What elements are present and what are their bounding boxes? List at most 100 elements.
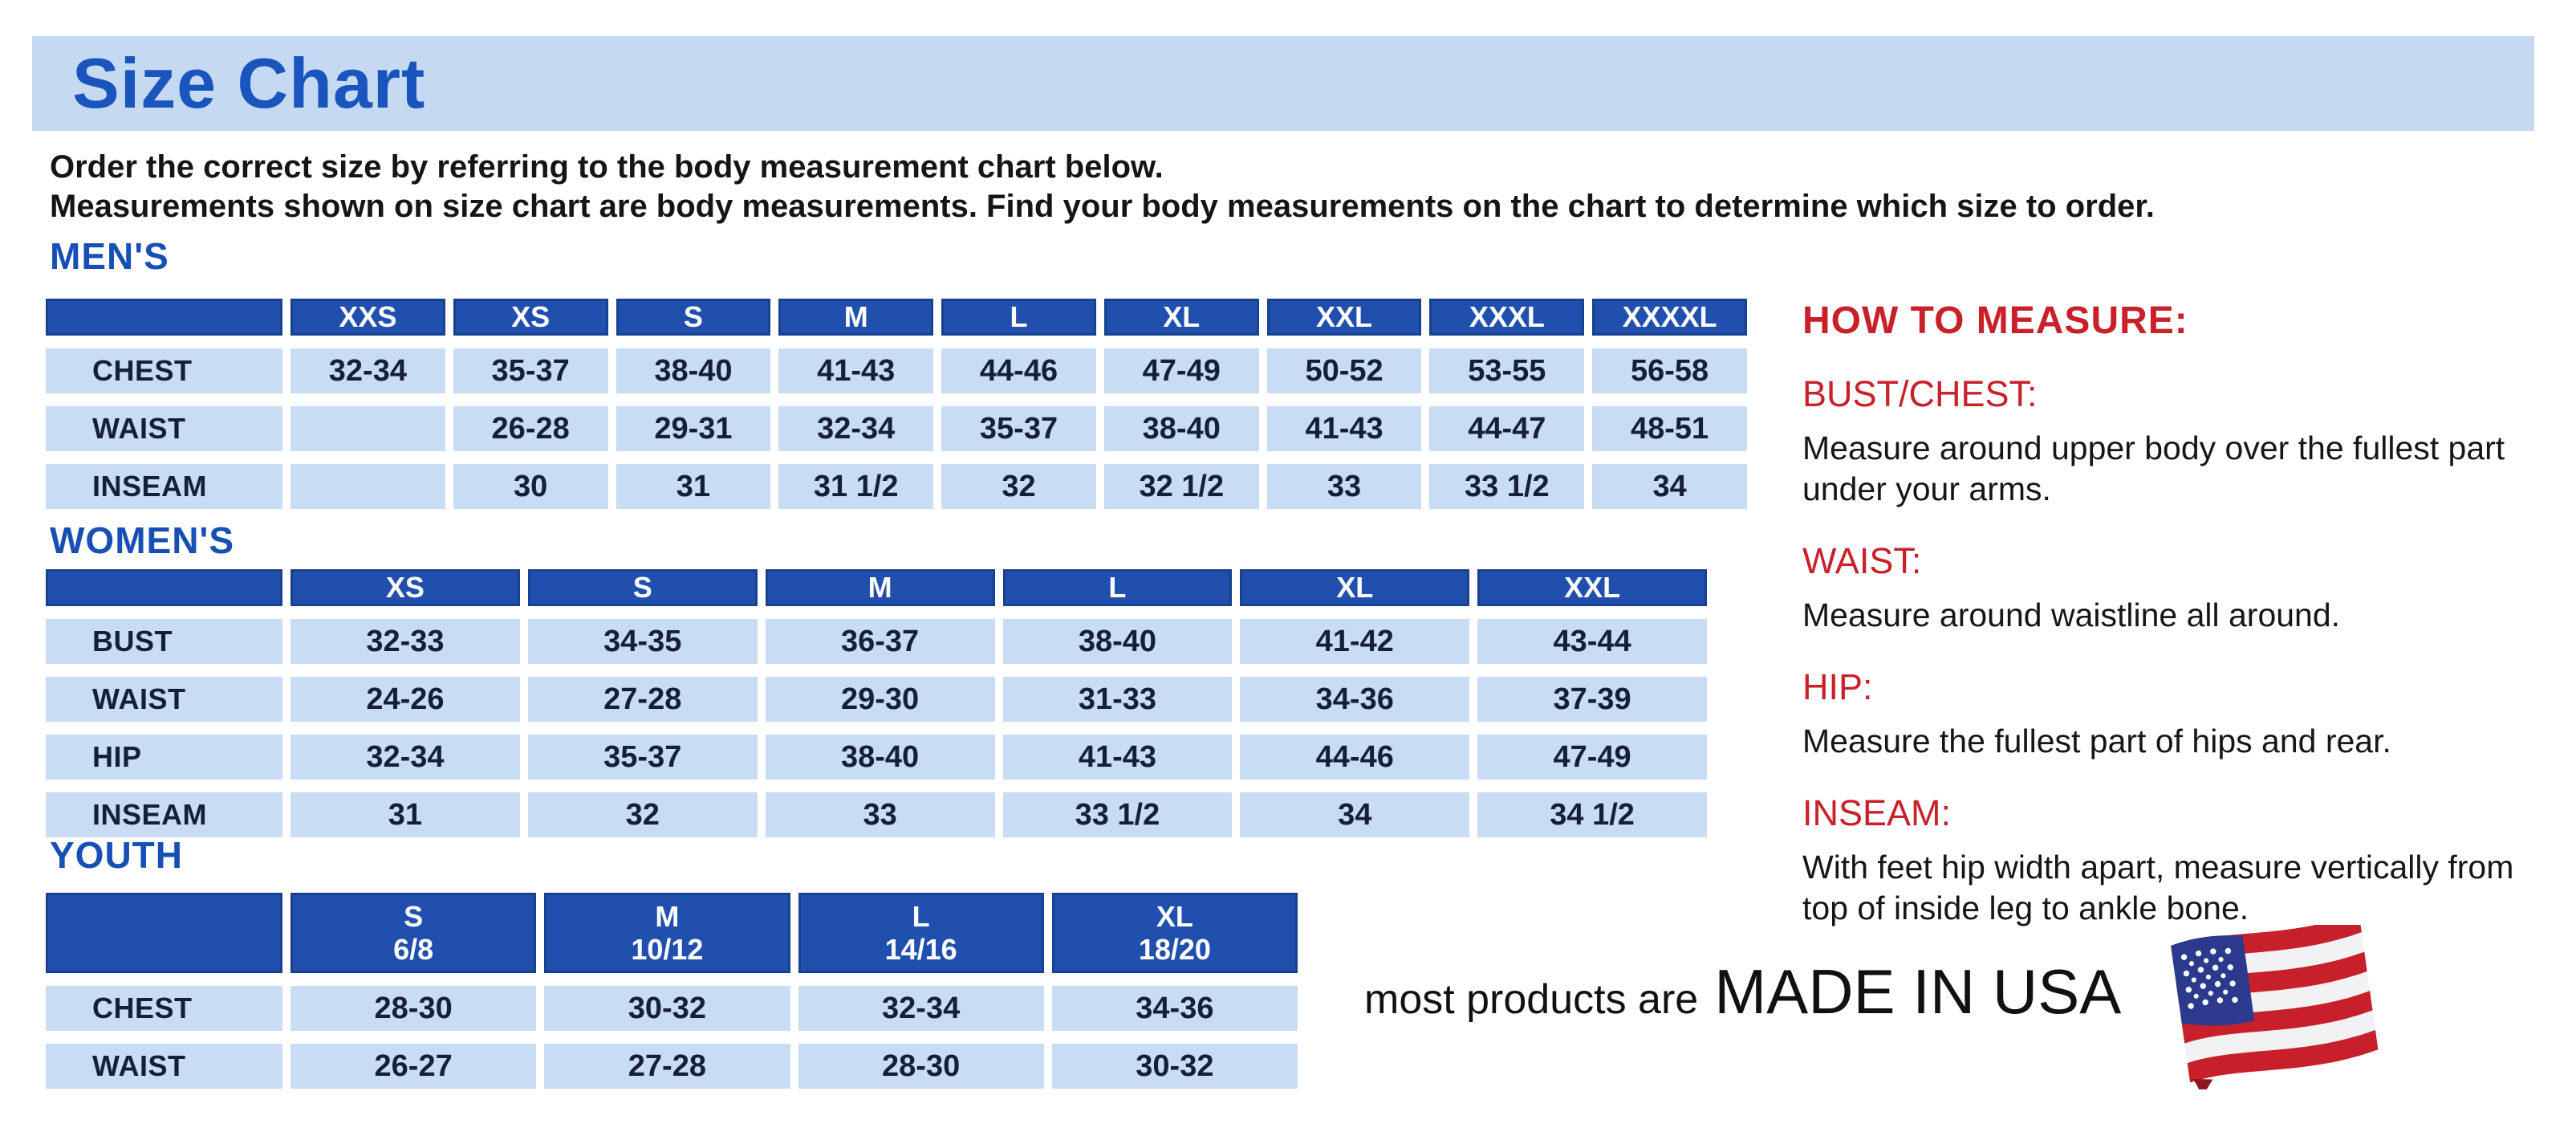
size-value-cell: 32-34	[291, 348, 445, 393]
size-header-cell: L	[1002, 569, 1233, 606]
size-value-cell: 33	[1266, 464, 1422, 509]
size-value-cell: 44-46	[1240, 735, 1470, 780]
size-header-cell: XXS	[291, 299, 445, 336]
measure-item: BUST/CHEST: Measure around upper body ove…	[1802, 373, 2529, 510]
size-value-cell: 31	[616, 464, 771, 509]
measure-term-label: INSEAM:	[1802, 792, 1952, 833]
size-header-cell: M	[778, 299, 934, 336]
how-to-measure-heading: HOW TO MEASURE:	[1802, 299, 2188, 342]
measure-item: INSEAM: With feet hip width apart, measur…	[1802, 792, 2529, 929]
size-header-cell: S 6/8	[291, 893, 537, 973]
size-value-cell: 47-49	[1477, 735, 1707, 780]
size-value-cell: 32	[941, 464, 1096, 509]
size-header-cell: XL	[1240, 569, 1470, 606]
size-value-cell: 31-33	[1002, 677, 1233, 722]
section-heading-youth: YOUTH	[50, 834, 183, 876]
measure-description: Measure around waistline all around.	[1802, 597, 2341, 633]
size-value-cell: 33 1/2	[1429, 464, 1585, 509]
size-header-cell: S	[616, 299, 771, 336]
size-value-cell: 35-37	[453, 348, 608, 393]
page-title: Size Chart	[72, 43, 426, 123]
size-value-cell: 47-49	[1103, 348, 1259, 393]
size-header-cell: L	[941, 299, 1096, 336]
table-corner-cell	[46, 893, 282, 973]
size-value-cell: 44-46	[941, 348, 1096, 393]
size-value-cell: 26-27	[291, 1044, 537, 1089]
size-value-cell: 28-30	[291, 986, 537, 1031]
size-value-cell: 44-47	[1429, 406, 1585, 451]
row-label-cell: INSEAM	[46, 792, 282, 837]
size-value-cell: 24-26	[291, 677, 520, 722]
row-label-cell: WAIST	[46, 677, 282, 722]
size-header-cell: XXXXL	[1592, 299, 1747, 336]
size-value-cell: 43-44	[1477, 619, 1707, 664]
size-value-cell	[291, 406, 445, 451]
measure-term-label: WAIST:	[1802, 540, 1922, 581]
size-value-cell: 34-36	[1240, 677, 1470, 722]
size-value-cell: 41-43	[778, 348, 934, 393]
size-value-cell: 53-55	[1429, 348, 1585, 393]
size-header-cell: M 10/12	[544, 893, 790, 973]
size-value-cell: 38-40	[616, 348, 771, 393]
size-header-cell: L 14/16	[798, 893, 1044, 973]
size-header-cell: S	[527, 569, 758, 606]
footer-emphasis-text: MADE IN USA	[1714, 956, 2122, 1027]
size-header-cell: XS	[453, 299, 608, 336]
page-banner: Size Chart	[32, 36, 2534, 131]
table-corner-cell	[46, 299, 282, 336]
size-value-cell: 32-34	[291, 735, 520, 780]
measure-item: WAIST: Measure around waistline all aroun…	[1802, 540, 2529, 636]
size-value-cell: 31 1/2	[778, 464, 934, 509]
size-header-cell: XXL	[1266, 299, 1422, 336]
table-corner-cell	[46, 569, 282, 606]
size-value-cell: 56-58	[1592, 348, 1747, 393]
row-label-cell: HIP	[46, 735, 282, 780]
measure-term-label: HIP:	[1802, 666, 1873, 707]
size-value-cell: 38-40	[765, 735, 995, 780]
row-label-cell: CHEST	[46, 986, 282, 1031]
row-label-cell: CHEST	[46, 348, 282, 393]
size-value-cell: 32	[527, 792, 758, 837]
size-value-cell: 48-51	[1592, 406, 1747, 451]
size-value-cell: 26-28	[453, 406, 608, 451]
size-value-cell	[291, 464, 445, 509]
size-value-cell: 32 1/2	[1103, 464, 1259, 509]
intro-line-2: Measurements shown on size chart are bod…	[50, 189, 2155, 224]
intro-text: Order the correct size by referring to t…	[50, 148, 2155, 226]
section-heading-mens: MEN'S	[50, 235, 169, 277]
size-value-cell: 32-33	[291, 619, 520, 664]
footer-prefix-text: most products are	[1364, 976, 1699, 1023]
size-value-cell: 27-28	[544, 1044, 790, 1089]
size-value-cell: 34-36	[1051, 986, 1298, 1031]
size-header-cell: XL	[1103, 299, 1259, 336]
size-value-cell: 37-39	[1477, 677, 1707, 722]
made-in-usa-text: most products are MADE IN USA	[1364, 955, 2121, 1028]
size-value-cell: 41-42	[1240, 619, 1470, 664]
size-value-cell: 28-30	[798, 1044, 1044, 1089]
size-value-cell: 27-28	[527, 677, 758, 722]
row-label-cell: INSEAM	[46, 464, 282, 509]
womens-size-table: XS S M L XL XXL BUST 32-33 34-35 36-37 38-40 41-42 4…	[46, 569, 1707, 837]
measure-term-label: BUST/CHEST:	[1802, 373, 2038, 414]
how-to-measure-section: HOW TO MEASURE: BUST/CHEST: Measure aroun…	[1802, 299, 2529, 929]
how-to-measure-list: BUST/CHEST: Measure around upper body ove…	[1802, 373, 2529, 929]
size-value-cell: 36-37	[765, 619, 995, 664]
size-header-cell: XL 18/20	[1051, 893, 1298, 973]
youth-size-table: S 6/8 M 10/12 L 14/16 XL 18/20 CHEST 28-30 30-…	[46, 893, 1298, 1089]
measure-item: HIP: Measure the fullest part of hips and…	[1802, 666, 2529, 762]
section-heading-womens: WOMEN'S	[50, 519, 235, 561]
intro-line-1: Order the correct size by referring to t…	[50, 149, 1164, 185]
size-value-cell: 30	[453, 464, 608, 509]
size-value-cell: 34 1/2	[1477, 792, 1707, 837]
measure-description: With feet hip width apart, measure verti…	[1802, 849, 2514, 926]
size-header-cell: XS	[291, 569, 520, 606]
row-label-cell: BUST	[46, 619, 282, 664]
size-value-cell: 31	[291, 792, 520, 837]
size-header-cell: XXXL	[1429, 299, 1585, 336]
size-value-cell: 32-34	[798, 986, 1044, 1031]
row-label-cell: WAIST	[46, 1044, 282, 1089]
size-header-cell: XXL	[1477, 569, 1707, 606]
size-header-cell: M	[765, 569, 995, 606]
size-value-cell: 34	[1592, 464, 1747, 509]
size-value-cell: 29-31	[616, 406, 771, 451]
